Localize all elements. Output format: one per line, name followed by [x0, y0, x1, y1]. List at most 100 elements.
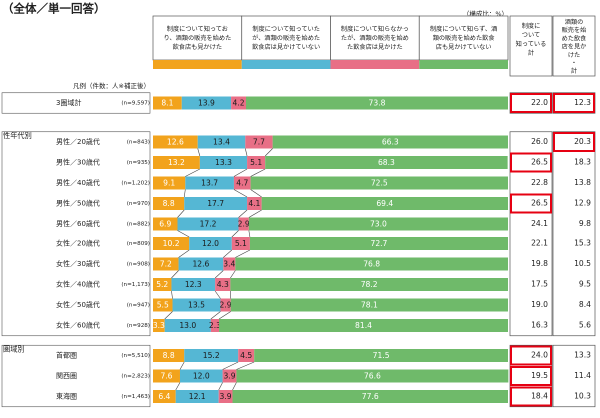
bar-segment-3	[247, 156, 266, 169]
bar-value-label: 2.3	[209, 321, 221, 330]
legend-swatch-2	[241, 60, 331, 69]
connector-line	[245, 148, 248, 157]
legend-box-2	[241, 15, 331, 61]
bar-value-label: 8.8	[163, 199, 175, 208]
bar-segment-1	[153, 319, 165, 332]
bar-value-label: 78.2	[361, 280, 378, 289]
row-label: 女性／20歳代	[56, 239, 100, 248]
bar-value-label: 3.3	[153, 321, 165, 330]
bar-segment-1	[153, 298, 173, 312]
bar-segment-3	[238, 349, 255, 362]
bar-segment-2	[178, 257, 224, 271]
connector-line	[214, 290, 221, 299]
bar-value-label: 5.1	[235, 239, 247, 248]
connector-line	[232, 382, 237, 391]
bar-value-label: 73.0	[370, 220, 387, 229]
group-frame	[1, 344, 151, 408]
bar-value-label: 12.0	[202, 239, 219, 248]
row-n: (n=882)	[127, 222, 150, 228]
bar-segment-2	[184, 349, 239, 362]
saw-total-value: 18.3	[574, 158, 591, 167]
bar-value-label: 4.2	[233, 99, 245, 108]
bar-segment-2	[181, 96, 232, 110]
bar-value-label: 7.6	[160, 372, 172, 381]
bar-value-label: 2.9	[220, 301, 232, 310]
know-total-value: 26.5	[531, 158, 548, 167]
bar-segment-4	[250, 176, 508, 190]
row-label: 男性／40歳代	[56, 178, 100, 187]
group-label: 圏域別	[3, 344, 25, 353]
header-know-total-line: 制度に	[522, 22, 541, 30]
bar-value-label: 15.2	[203, 351, 220, 360]
bar-value-label: 13.4	[213, 138, 230, 147]
highlight-know-total	[510, 93, 552, 113]
connector-line	[177, 230, 190, 238]
connector-line	[218, 382, 223, 391]
highlight-know-total	[510, 193, 552, 214]
bar-segment-3	[247, 197, 262, 210]
row-n: (n=1,202)	[121, 181, 150, 187]
bar-value-label: 12.3	[185, 280, 202, 289]
saw-total-value: 12.9	[574, 199, 591, 208]
header-know-total-cell	[509, 15, 553, 77]
bar-value-label: 8.8	[163, 351, 175, 360]
bar-value-label: 72.5	[371, 179, 388, 188]
connector-line	[236, 361, 255, 370]
connector-line	[238, 209, 248, 218]
bar-segment-2	[171, 278, 216, 291]
legend-label-line: 飲食店は見かけていない	[252, 43, 320, 51]
highlight-know-total	[510, 366, 552, 386]
row-label: 東海圏	[56, 392, 77, 401]
connector-line	[214, 270, 224, 279]
saw-total-value: 8.4	[579, 300, 591, 309]
row-n: (n=970)	[127, 201, 150, 207]
highlight-know-total	[510, 386, 552, 407]
header-saw-total-line: ・	[571, 60, 577, 67]
saw-total-value: 10.3	[574, 392, 591, 401]
row-label: 女性／30歳代	[56, 259, 100, 268]
bar-segment-1	[153, 349, 185, 362]
legend-swatch-3	[330, 60, 420, 69]
header-know-total-line: ついて	[522, 32, 540, 39]
group-label: 性年代別	[3, 131, 32, 140]
bar-segment-1	[153, 135, 198, 149]
bar-segment-3	[210, 319, 220, 332]
bar-segment-4	[236, 369, 509, 383]
bar-segment-1	[153, 156, 200, 169]
header-saw-total-line: 計	[571, 67, 577, 75]
bar-value-label: 6.4	[158, 392, 170, 401]
row-n: (n=908)	[127, 262, 150, 268]
bar-value-label: 77.6	[362, 392, 379, 401]
bar-value-label: 5.2	[156, 280, 168, 289]
connector-line	[175, 382, 181, 391]
highlight-know-total	[510, 345, 552, 366]
connector-line	[264, 148, 273, 157]
connector-line	[179, 361, 185, 370]
connector-line	[197, 148, 201, 157]
know-total-value: 19.5	[531, 371, 548, 380]
highlight-know-total	[510, 152, 552, 173]
bar-value-label: 12.0	[193, 372, 210, 381]
header-saw-total-line: 販売を始	[562, 26, 587, 34]
row-label: 男性／30歳代	[56, 158, 100, 167]
bar-value-label: 4.7	[236, 179, 248, 188]
group-saw-column-frame	[552, 131, 596, 337]
bar-segment-1	[153, 217, 178, 231]
row-label: 男性／50歳代	[56, 199, 100, 208]
legend-note: 凡例（件数：人※補正後）	[73, 81, 150, 90]
bar-value-label: 71.5	[373, 351, 390, 360]
legend-label-line: 制度について知らなかっ	[341, 25, 409, 33]
highlight-saw-total	[553, 93, 595, 113]
bar-value-label: 13.7	[201, 179, 218, 188]
bar-value-label: 3.4	[223, 260, 235, 269]
bar-segment-2	[175, 390, 219, 403]
row-label: 男性／20歳代	[56, 137, 100, 146]
legend-label-line: 制度について知っていた	[252, 25, 320, 33]
bar-value-label: 12.6	[192, 260, 209, 269]
saw-total-value: 20.3	[574, 137, 591, 146]
legend-swatch-4	[419, 60, 508, 69]
legend-label-line: 制度について知らず、酒	[430, 25, 497, 33]
row-label: 首都圏	[56, 351, 77, 360]
bar-segment-3	[220, 298, 231, 312]
header-saw-total-line: 店を見か	[562, 43, 587, 51]
